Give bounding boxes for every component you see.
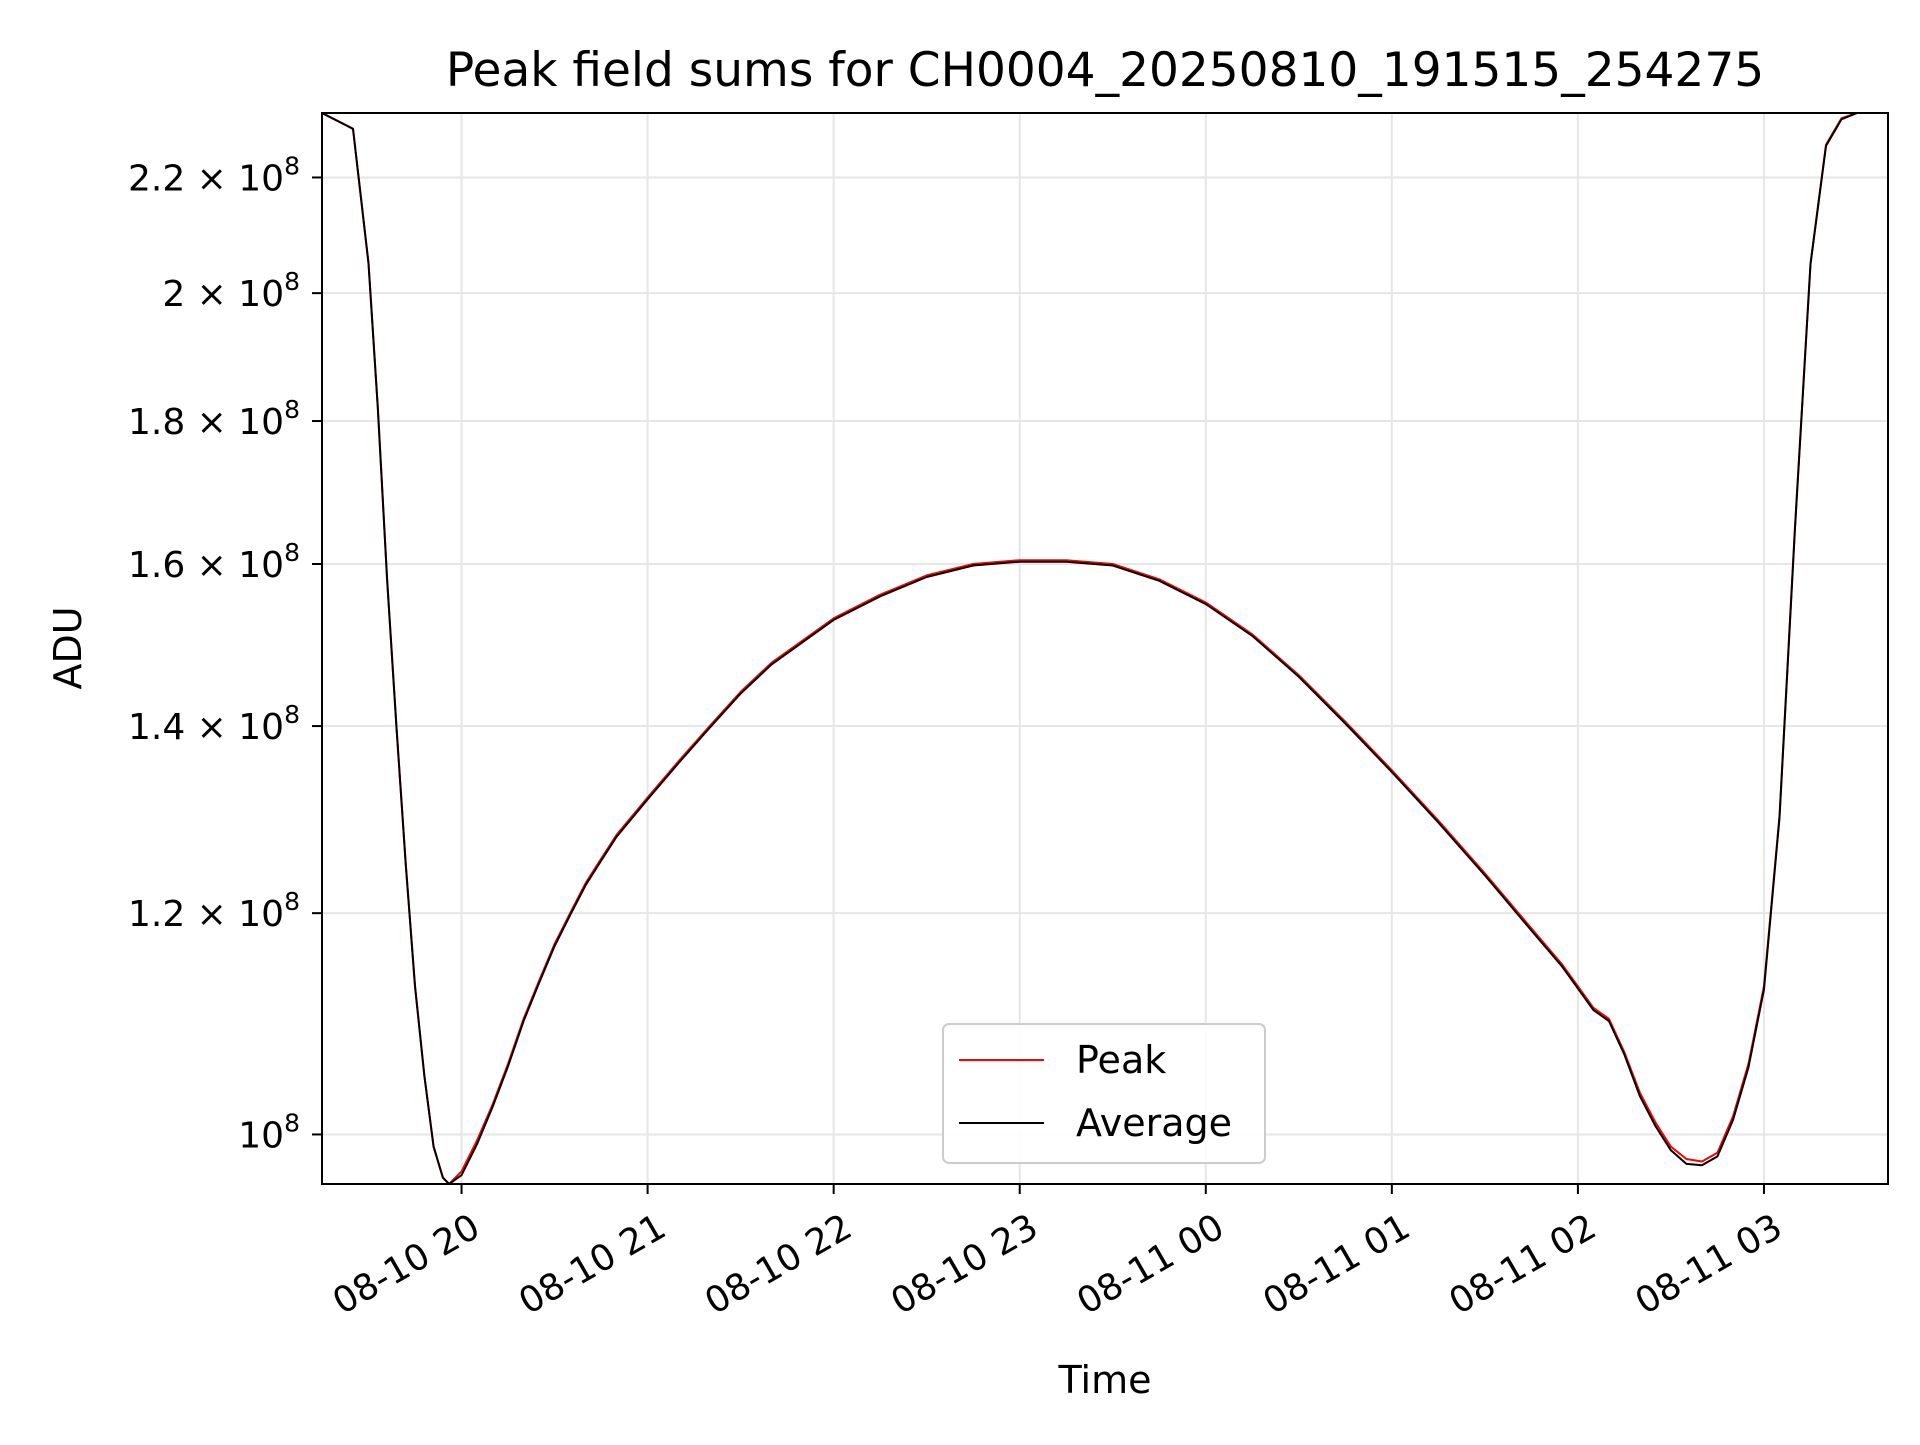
y-tick-label: 2 × 108 [162, 267, 300, 315]
grid-layer [322, 113, 1888, 1184]
series-line-average [322, 113, 1888, 1184]
x-axis-label: Time [1058, 1358, 1152, 1402]
y-tick-label: 108 [238, 1108, 300, 1156]
series-layer [322, 113, 1888, 1184]
y-ticks: 108 1.2 × 108 1.4 × 108 1.6 × 108 1.8 × 108 2… [128, 151, 322, 1156]
plot-frame [321, 112, 1889, 1185]
legend-label-average: Average [1076, 1101, 1232, 1145]
chart-title: Peak field sums for CH0004_20250810_1915… [446, 43, 1764, 98]
legend-label-peak: Peak [1076, 1038, 1166, 1082]
y-tick-label: 2.2 × 108 [128, 151, 300, 199]
y-tick-label: 1.8 × 108 [128, 395, 300, 443]
y-tick-label: 1.2 × 108 [128, 887, 300, 935]
legend: Peak Average [942, 1023, 1266, 1164]
legend-box [942, 1023, 1266, 1164]
y-tick-label: 1.6 × 108 [128, 538, 300, 586]
y-tick-label: 1.4 × 108 [128, 700, 300, 748]
y-axis-label: ADU [46, 606, 90, 689]
